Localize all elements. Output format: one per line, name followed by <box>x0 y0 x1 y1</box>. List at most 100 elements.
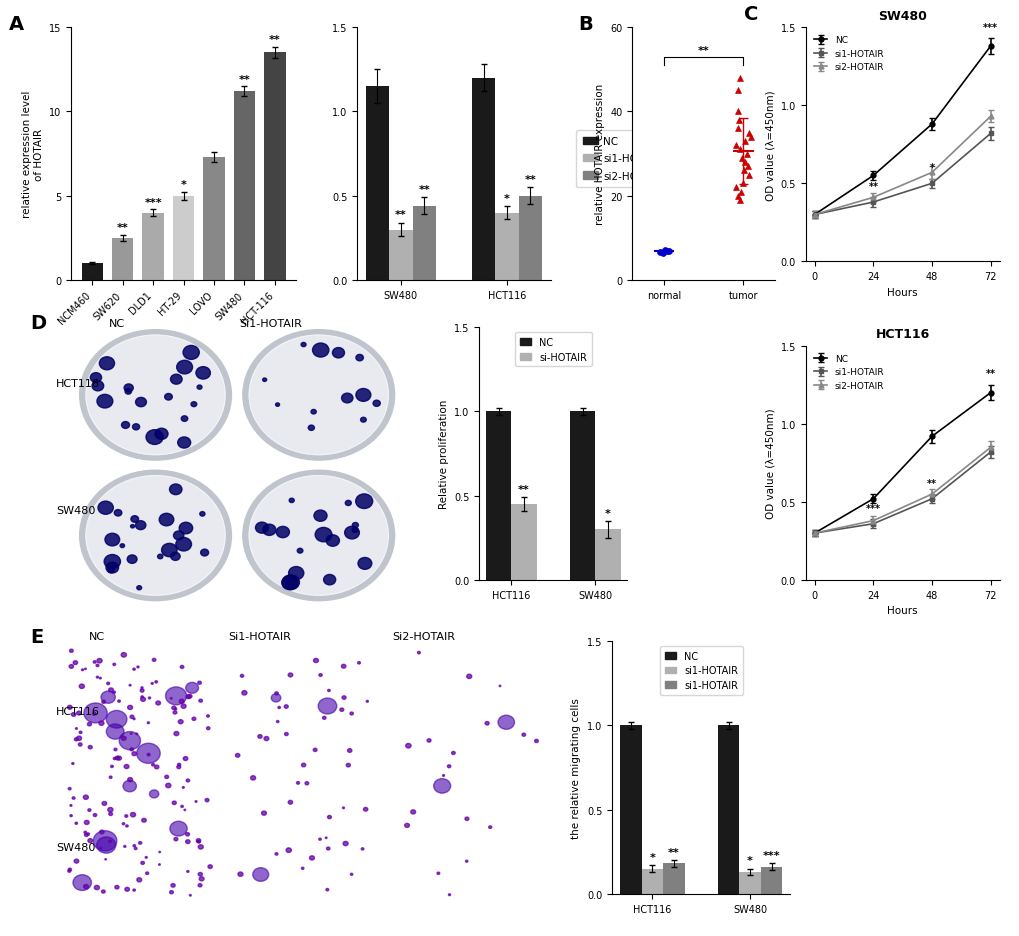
Text: **: ** <box>524 175 536 184</box>
Legend: NC, si1-HOTAIR, si2-HOTAIR: NC, si1-HOTAIR, si2-HOTAIR <box>809 351 888 394</box>
Circle shape <box>176 361 193 374</box>
Text: **: ** <box>518 485 529 494</box>
Bar <box>412 207 435 281</box>
Circle shape <box>171 707 175 709</box>
Circle shape <box>251 776 256 781</box>
Circle shape <box>327 690 330 692</box>
Circle shape <box>182 786 184 788</box>
Circle shape <box>186 870 189 872</box>
Circle shape <box>341 394 353 403</box>
Circle shape <box>86 476 225 595</box>
Circle shape <box>485 722 489 725</box>
Circle shape <box>112 692 115 694</box>
Point <box>654 246 671 261</box>
Circle shape <box>361 417 366 423</box>
Circle shape <box>264 737 269 740</box>
Circle shape <box>141 696 144 698</box>
Circle shape <box>327 815 331 819</box>
Text: **: ** <box>418 185 430 195</box>
Circle shape <box>164 394 172 401</box>
Point <box>732 143 748 158</box>
Circle shape <box>147 722 150 724</box>
Circle shape <box>85 834 88 837</box>
Circle shape <box>358 558 372 570</box>
Point <box>730 84 746 99</box>
Circle shape <box>297 548 303 553</box>
Circle shape <box>181 704 185 709</box>
Circle shape <box>147 753 150 756</box>
Text: NC: NC <box>109 318 125 329</box>
Y-axis label: OD value (λ=450nm): OD value (λ=450nm) <box>764 408 774 519</box>
Y-axis label: relative HOTAIR expression: relative HOTAIR expression <box>594 84 604 225</box>
Circle shape <box>121 737 126 740</box>
Circle shape <box>488 826 491 828</box>
Circle shape <box>341 665 345 668</box>
Circle shape <box>522 734 525 737</box>
Bar <box>495 213 518 281</box>
Circle shape <box>130 812 136 817</box>
Circle shape <box>98 502 113 515</box>
Circle shape <box>67 706 72 709</box>
Circle shape <box>342 807 344 809</box>
Point <box>742 130 758 145</box>
Circle shape <box>350 712 353 715</box>
Bar <box>570 412 595 580</box>
Circle shape <box>345 501 351 506</box>
Point <box>651 245 667 260</box>
Circle shape <box>137 743 160 764</box>
Circle shape <box>301 344 306 347</box>
Circle shape <box>79 471 231 601</box>
Point <box>729 122 745 137</box>
Circle shape <box>105 858 106 860</box>
Circle shape <box>154 766 159 769</box>
Circle shape <box>130 525 135 528</box>
Circle shape <box>258 735 262 739</box>
Circle shape <box>142 818 146 822</box>
Circle shape <box>240 675 244 678</box>
Circle shape <box>315 528 331 542</box>
Circle shape <box>405 824 409 827</box>
Text: **: ** <box>394 211 407 220</box>
Circle shape <box>341 696 345 699</box>
Circle shape <box>281 577 298 590</box>
Circle shape <box>148 697 151 699</box>
Circle shape <box>347 749 352 753</box>
Circle shape <box>133 718 135 720</box>
Point <box>740 126 756 141</box>
Circle shape <box>342 841 347 846</box>
Bar <box>620 725 641 894</box>
Circle shape <box>363 808 368 812</box>
Circle shape <box>275 853 277 856</box>
Circle shape <box>356 389 371 402</box>
Circle shape <box>108 568 114 573</box>
Circle shape <box>319 839 321 841</box>
Circle shape <box>79 731 82 734</box>
Text: Si1-HOTAIR: Si1-HOTAIR <box>228 632 291 642</box>
Circle shape <box>192 717 196 721</box>
Point <box>741 168 757 183</box>
Circle shape <box>109 776 112 779</box>
Circle shape <box>158 864 160 865</box>
Circle shape <box>498 685 500 687</box>
Circle shape <box>102 890 105 893</box>
Circle shape <box>127 555 137 563</box>
Point <box>658 244 675 259</box>
Circle shape <box>82 669 84 671</box>
Circle shape <box>115 885 119 889</box>
Circle shape <box>136 398 147 407</box>
Point <box>734 152 750 167</box>
Circle shape <box>68 787 71 790</box>
Circle shape <box>152 659 156 662</box>
Circle shape <box>97 395 113 408</box>
Circle shape <box>121 422 129 429</box>
Circle shape <box>124 385 133 392</box>
Circle shape <box>199 877 204 881</box>
Point <box>739 160 755 175</box>
Circle shape <box>200 512 205 517</box>
Text: **: ** <box>984 369 995 379</box>
Circle shape <box>109 812 112 815</box>
Circle shape <box>249 476 388 595</box>
Circle shape <box>140 689 144 693</box>
Y-axis label: the relative migrating cells: the relative migrating cells <box>571 697 581 838</box>
Bar <box>143 213 164 281</box>
